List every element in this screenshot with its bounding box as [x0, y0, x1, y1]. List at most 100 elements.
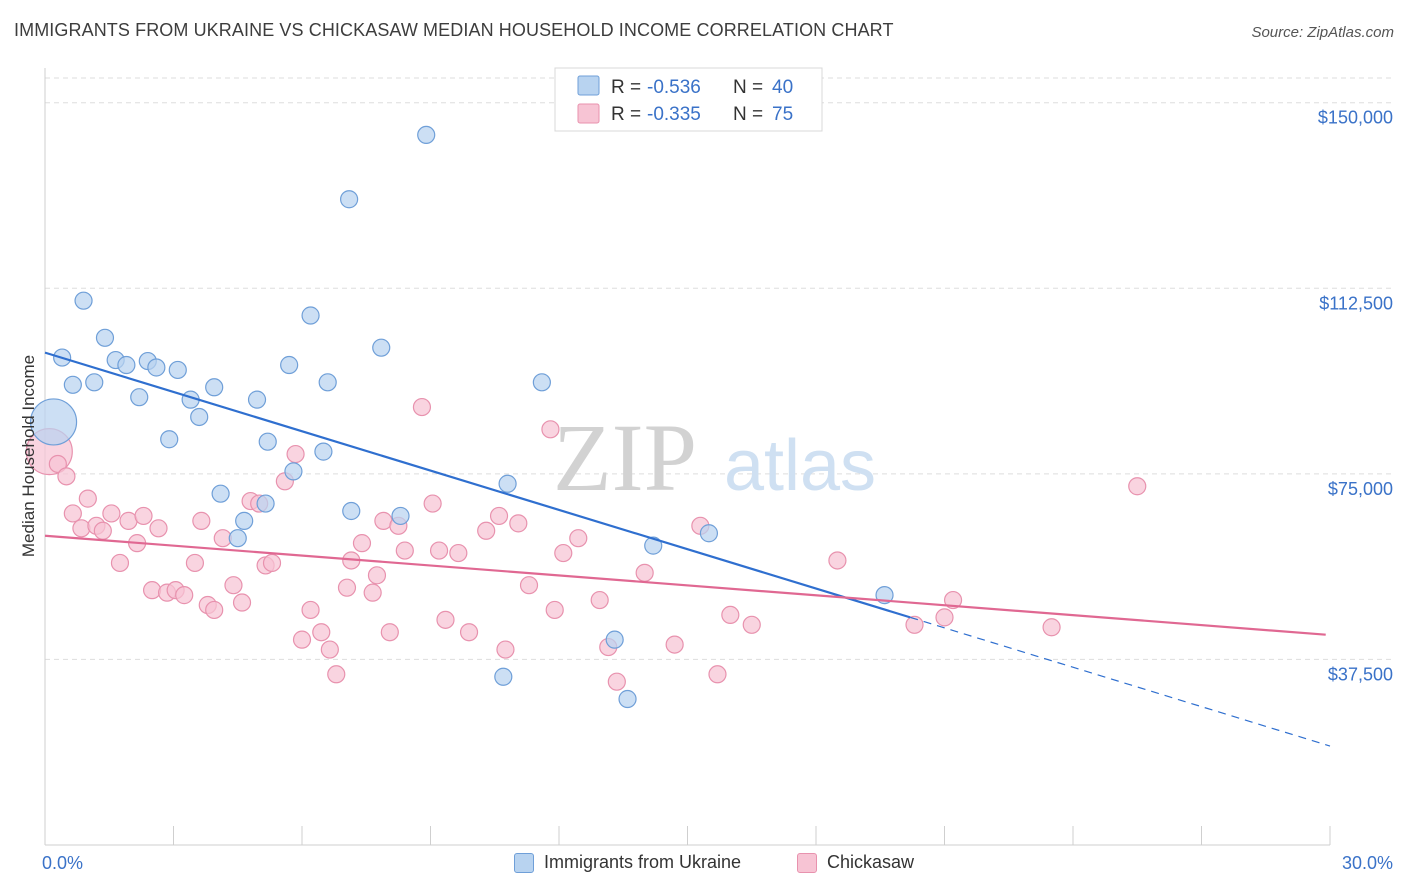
chickasaw-point	[1042, 618, 1061, 637]
legend-blue-r-label: R =	[611, 77, 641, 98]
chickasaw-point	[63, 504, 82, 523]
ukraine-point	[391, 506, 410, 526]
chickasaw-point	[742, 615, 761, 634]
y-tick-labels: $37,500 $75,000 $112,500 $150,000	[1318, 108, 1393, 685]
chickasaw-point	[1128, 477, 1147, 496]
series-chickasaw	[25, 397, 1147, 691]
chickasaw-point	[519, 576, 539, 595]
chickasaw-point	[436, 610, 455, 629]
chickasaw-point	[380, 623, 399, 642]
grid-lines	[45, 77, 1395, 660]
chickasaw-point	[412, 397, 432, 417]
chickasaw-point	[142, 581, 162, 600]
chickasaw-point	[367, 566, 387, 585]
ukraine-point	[699, 524, 719, 543]
chickasaw-point	[935, 608, 954, 627]
ukraine-point	[314, 442, 333, 461]
ukraine-trend-extension	[910, 616, 1331, 747]
trend-lines	[44, 351, 1331, 747]
chickasaw-point	[192, 511, 211, 530]
legend-swatch-pink	[577, 103, 600, 124]
chickasaw-point	[352, 534, 372, 553]
chickasaw-point	[72, 519, 91, 538]
ukraine-trend-line	[44, 351, 911, 619]
legend-pink-r-label: R =	[611, 104, 641, 125]
series-ukraine	[29, 125, 894, 709]
chickasaw-point	[489, 506, 509, 526]
ukraine-point	[130, 388, 149, 407]
ukraine-point	[228, 529, 247, 548]
ukraine-point	[63, 375, 82, 394]
chickasaw-point	[828, 551, 847, 570]
chickasaw-point	[541, 420, 560, 439]
x-tick-labels: 0.0% 30.0%	[42, 853, 1393, 873]
chickasaw-point	[554, 543, 573, 563]
legend-swatch-chickasaw	[797, 852, 817, 873]
chickasaw-point	[134, 506, 153, 526]
ukraine-point	[74, 291, 93, 310]
chickasaw-trend-line	[44, 534, 1326, 636]
chickasaw-point	[477, 521, 496, 540]
chickasaw-point	[301, 600, 320, 620]
chickasaw-point	[327, 665, 346, 684]
x-tick-label: 0.0%	[42, 853, 83, 873]
chart-title: IMMIGRANTS FROM UKRAINE VS CHICKASAW MED…	[14, 20, 894, 40]
chickasaw-point	[175, 586, 194, 605]
legend-swatch-blue	[577, 75, 600, 96]
chickasaw-point	[423, 494, 442, 513]
chickasaw-point	[232, 593, 252, 612]
chickasaw-point	[943, 590, 963, 610]
chickasaw-point	[292, 630, 312, 649]
chickasaw-point	[320, 640, 339, 659]
chickasaw-point	[337, 578, 357, 597]
ukraine-point	[280, 355, 299, 375]
legend-item-ukraine: Immigrants from Ukraine	[514, 852, 741, 873]
ukraine-point	[211, 484, 230, 503]
chickasaw-point	[905, 615, 924, 634]
chickasaw-point	[509, 514, 528, 533]
ukraine-point	[205, 378, 224, 397]
ukraine-point	[168, 360, 187, 380]
ukraine-point	[532, 373, 551, 392]
chickasaw-point	[395, 541, 414, 560]
ukraine-point	[284, 462, 303, 481]
y-tick-label: $112,500	[1319, 293, 1393, 313]
chickasaw-point	[429, 541, 449, 560]
ukraine-point	[258, 432, 277, 451]
chickasaw-point	[496, 640, 515, 659]
ukraine-point	[190, 407, 209, 427]
chickasaw-point	[205, 600, 224, 620]
chickasaw-point	[78, 489, 97, 508]
legend-label-ukraine: Immigrants from Ukraine	[544, 852, 742, 872]
legend-pink-r-value: -0.335	[647, 104, 701, 125]
chickasaw-point	[545, 600, 564, 620]
legend-pink-n-label: N =	[733, 104, 763, 125]
legend-item-chickasaw: Chickasaw	[797, 852, 914, 873]
ukraine-point	[644, 536, 663, 555]
chickasaw-point	[185, 553, 205, 573]
ukraine-point	[342, 501, 361, 521]
y-tick-label: $37,500	[1328, 664, 1393, 684]
ukraine-point	[147, 358, 166, 377]
chickasaw-point	[569, 529, 588, 548]
watermark: ZIP atlas	[553, 404, 876, 511]
chickasaw-point	[102, 504, 121, 523]
chickasaw-point	[449, 543, 468, 563]
legend-label-chickasaw: Chickasaw	[827, 852, 915, 872]
ukraine-point	[318, 373, 337, 392]
legend-blue-n-value: 40	[772, 77, 793, 98]
ukraine-point	[235, 511, 254, 530]
watermark-atlas: atlas	[724, 426, 876, 506]
watermark-zip: ZIP	[553, 404, 697, 511]
chickasaw-point	[48, 454, 67, 474]
ukraine-point	[372, 338, 391, 357]
chickasaw-point	[607, 672, 626, 691]
chickasaw-point	[721, 605, 740, 625]
chickasaw-point	[708, 665, 727, 684]
legend-bottom: Immigrants from Ukraine Chickasaw	[0, 852, 1406, 878]
ukraine-point	[85, 373, 104, 392]
chickasaw-point	[665, 635, 684, 654]
chickasaw-point	[459, 623, 479, 642]
x-tick-label: 30.0%	[1342, 853, 1393, 873]
ukraine-point	[256, 494, 275, 513]
